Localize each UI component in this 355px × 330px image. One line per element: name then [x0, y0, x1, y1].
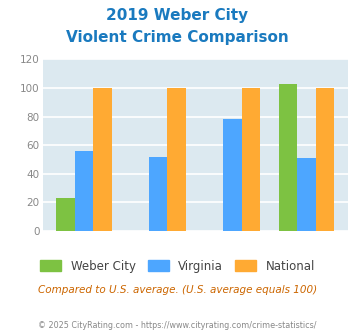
Bar [93, 88, 112, 231]
Bar [56, 198, 75, 231]
Bar [168, 88, 186, 231]
Text: Compared to U.S. average. (U.S. average equals 100): Compared to U.S. average. (U.S. average … [38, 285, 317, 295]
Text: 2019 Weber City: 2019 Weber City [106, 8, 248, 23]
Text: © 2025 CityRating.com - https://www.cityrating.com/crime-statistics/: © 2025 CityRating.com - https://www.city… [38, 321, 317, 330]
Bar [149, 157, 168, 231]
Bar [316, 88, 334, 231]
Bar [241, 88, 260, 231]
Bar [223, 119, 241, 231]
Bar [75, 151, 93, 231]
Legend: Weber City, Virginia, National: Weber City, Virginia, National [35, 255, 320, 278]
Bar [297, 158, 316, 231]
Bar [279, 84, 297, 231]
Text: Violent Crime Comparison: Violent Crime Comparison [66, 30, 289, 45]
